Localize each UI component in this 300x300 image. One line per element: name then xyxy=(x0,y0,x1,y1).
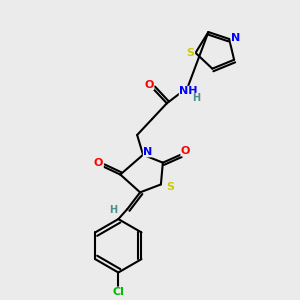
Text: N: N xyxy=(232,33,241,43)
Text: N: N xyxy=(143,147,153,157)
Text: S: S xyxy=(166,182,174,192)
Text: NH: NH xyxy=(179,86,198,96)
Text: S: S xyxy=(187,48,195,58)
Text: H: H xyxy=(109,205,118,215)
Text: H: H xyxy=(192,93,201,103)
Text: O: O xyxy=(181,146,190,156)
Text: O: O xyxy=(144,80,154,89)
Text: O: O xyxy=(94,158,103,168)
Text: Cl: Cl xyxy=(112,287,124,297)
